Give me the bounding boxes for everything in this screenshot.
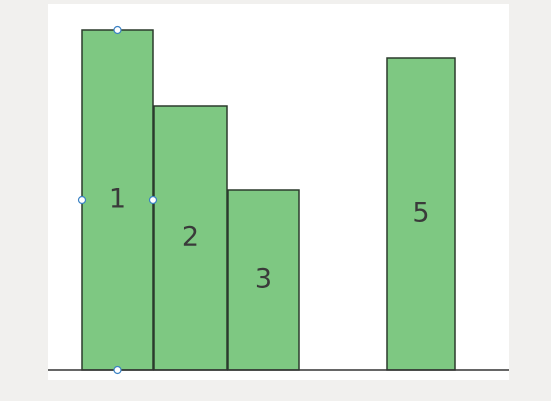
bar-label-3: 3 [255, 264, 272, 295]
bar-label-2: 2 [182, 222, 199, 253]
handle-left[interactable] [77, 195, 87, 205]
bar-label-1: 1 [109, 184, 126, 215]
selection-handles[interactable] [77, 25, 158, 375]
bar-label-5: 5 [412, 198, 429, 229]
handle-right[interactable] [148, 195, 158, 205]
bars-layer [81, 29, 456, 371]
labels-layer: 1 2 3 5 [109, 184, 430, 295]
handle-bottom[interactable] [113, 365, 122, 375]
handle-top[interactable] [113, 25, 122, 35]
bar-3[interactable] [227, 189, 300, 371]
bar-2[interactable] [153, 105, 228, 371]
bar-1[interactable] [81, 29, 154, 371]
